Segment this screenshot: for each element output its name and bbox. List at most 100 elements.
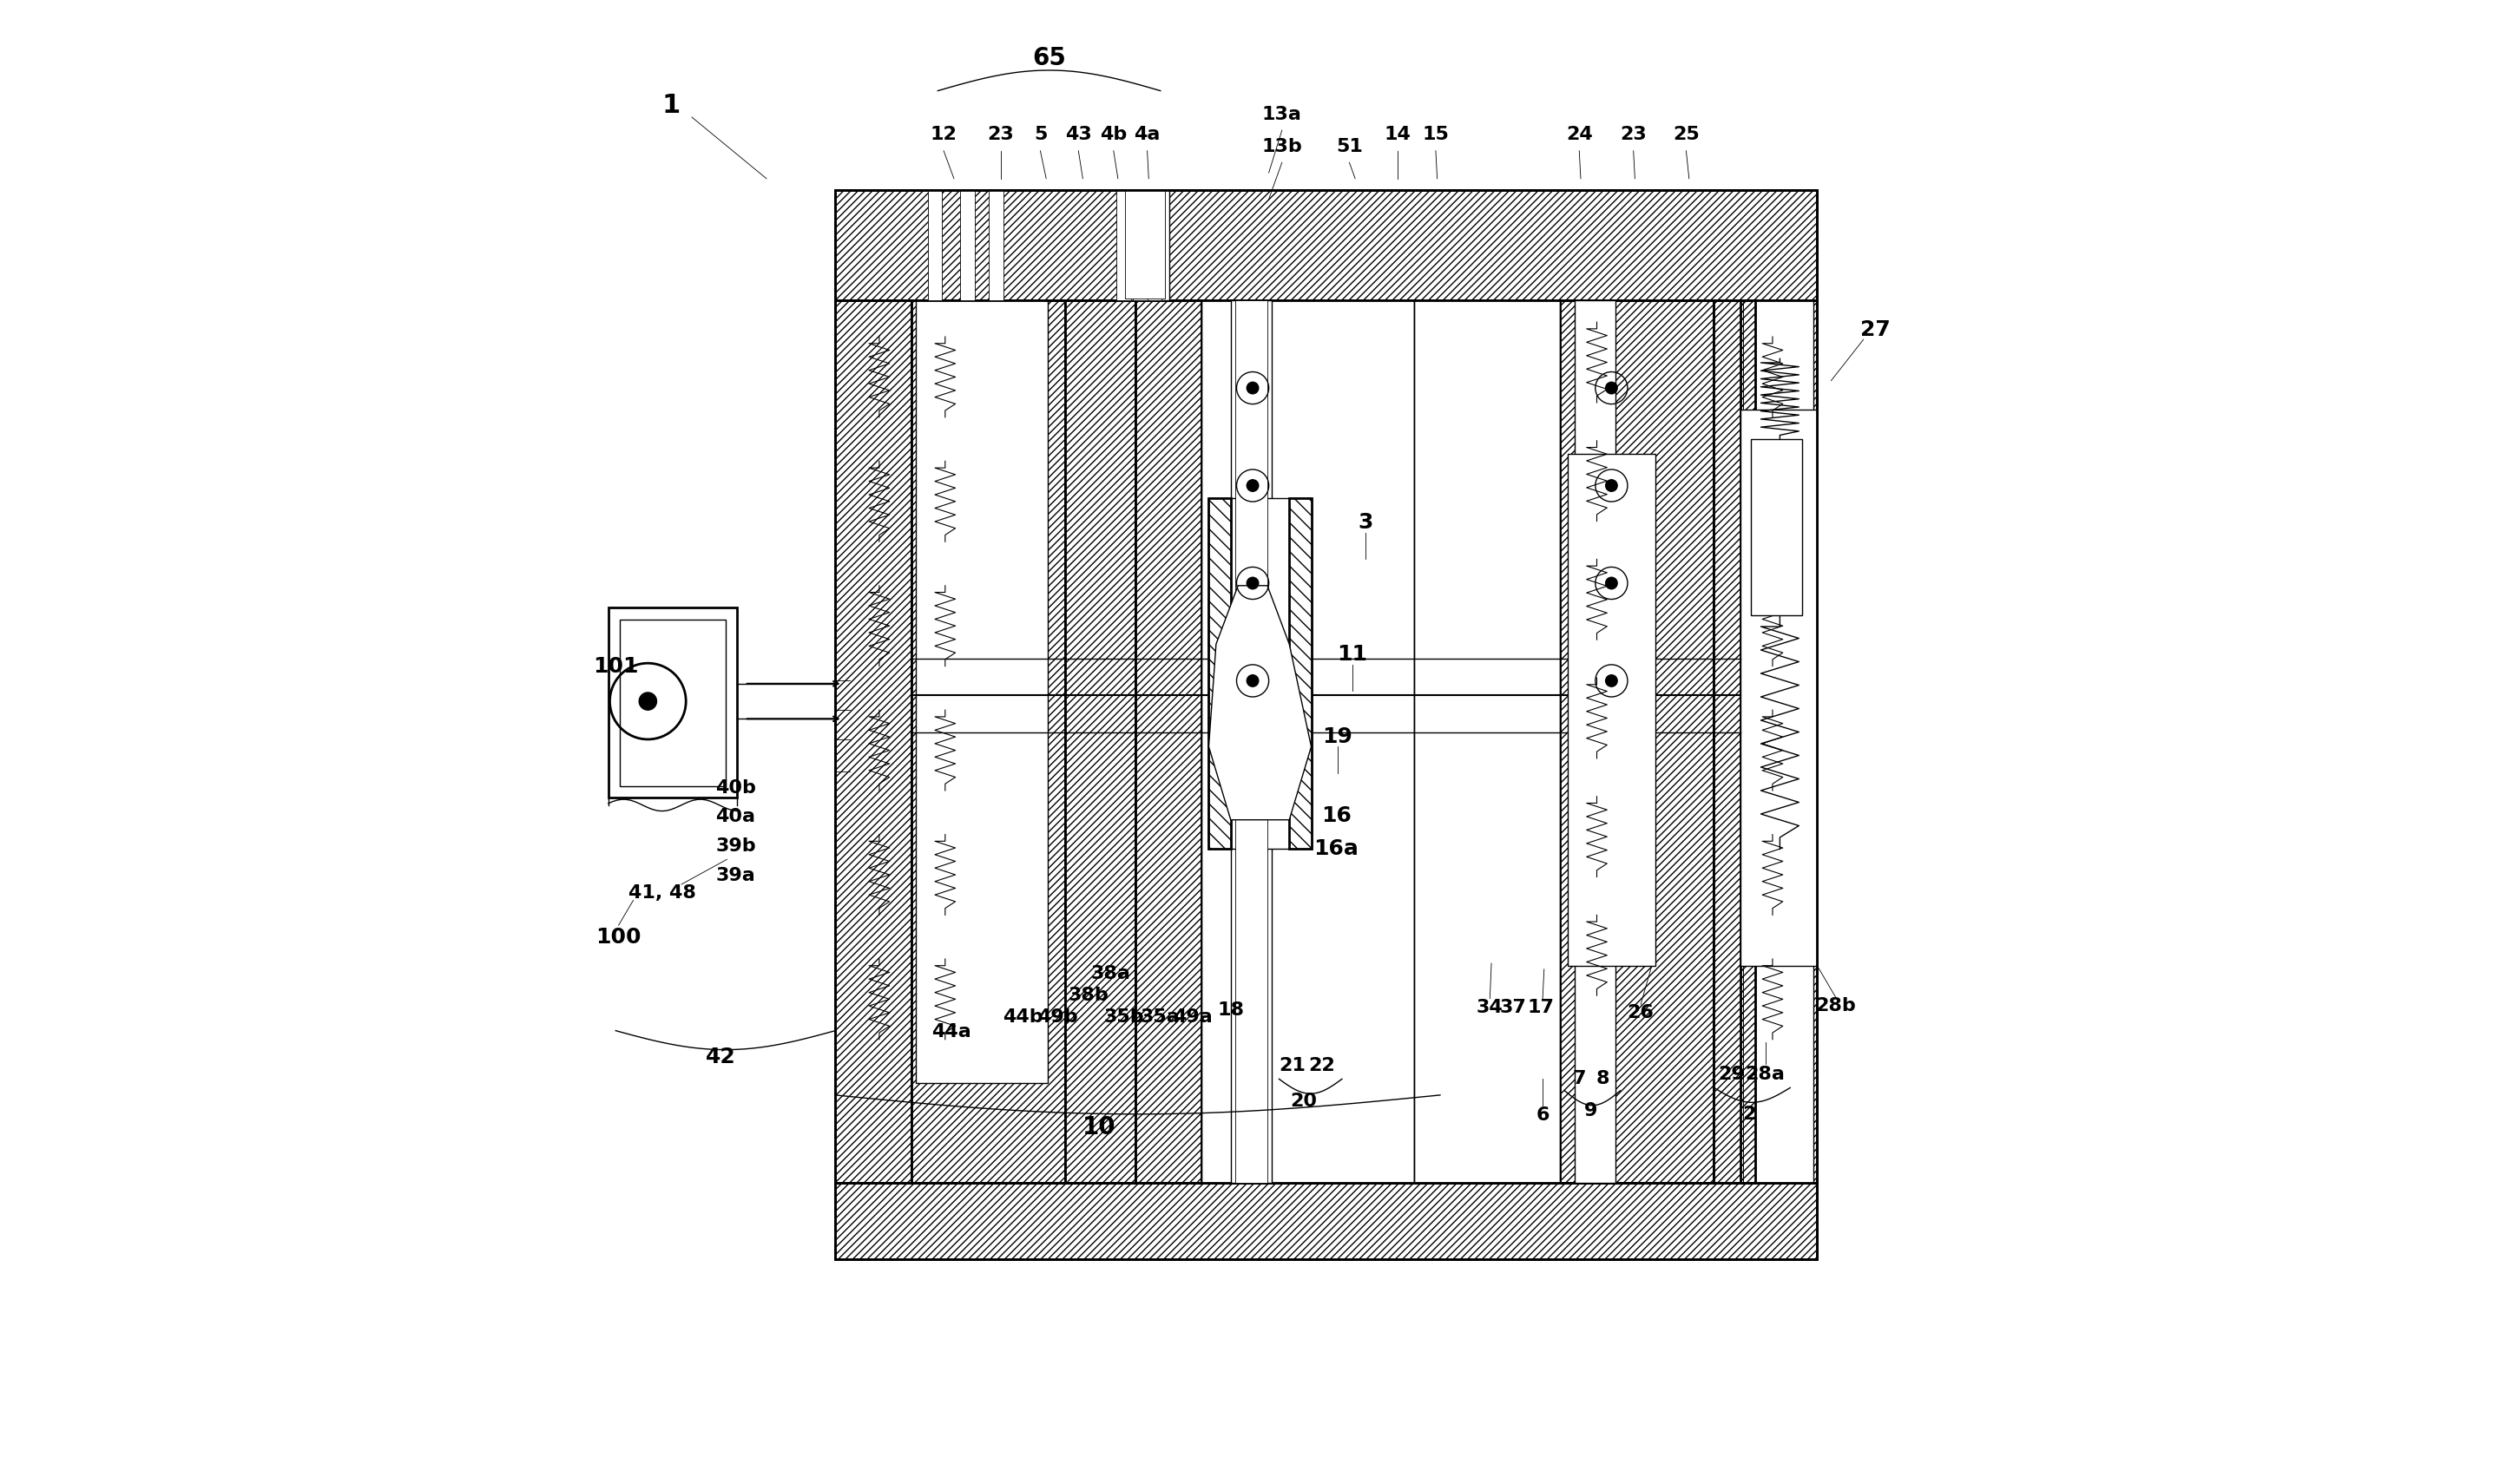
Bar — [988, 190, 1003, 300]
Bar — [1741, 410, 1817, 966]
Bar — [1744, 300, 1754, 1183]
Text: 44a: 44a — [932, 1023, 970, 1041]
Bar — [1131, 190, 1147, 300]
Text: 23: 23 — [988, 126, 1013, 143]
Bar — [1210, 498, 1230, 849]
Text: 19: 19 — [1323, 726, 1353, 747]
Text: 21: 21 — [1278, 1057, 1305, 1075]
Text: 65: 65 — [1033, 47, 1066, 70]
Circle shape — [1247, 577, 1257, 589]
Text: 35a: 35a — [1142, 1009, 1179, 1026]
Text: 3: 3 — [1358, 512, 1373, 533]
Bar — [1116, 190, 1131, 300]
Text: 41, 48: 41, 48 — [627, 884, 696, 902]
Bar — [915, 300, 1048, 1083]
Bar — [1751, 439, 1802, 615]
Text: 12: 12 — [930, 126, 958, 143]
Bar — [1741, 300, 1817, 1183]
Text: 16: 16 — [1320, 805, 1351, 826]
Bar — [1744, 300, 1754, 1183]
Circle shape — [1605, 382, 1618, 394]
Text: 1: 1 — [663, 92, 680, 119]
Bar — [1714, 300, 1744, 1183]
Bar — [1560, 300, 1714, 1183]
Bar — [1147, 190, 1162, 300]
Bar — [1137, 300, 1202, 1183]
Text: 14: 14 — [1383, 126, 1411, 143]
Text: 44b: 44b — [1003, 1009, 1043, 1026]
Bar — [1290, 498, 1310, 849]
Text: 40b: 40b — [716, 779, 756, 796]
Text: 22: 22 — [1308, 1057, 1336, 1075]
Bar — [960, 190, 975, 300]
Text: 25: 25 — [1673, 126, 1698, 143]
Circle shape — [1247, 675, 1257, 687]
Bar — [1567, 454, 1656, 966]
Circle shape — [640, 692, 658, 710]
Bar — [1121, 190, 1169, 300]
Text: 10: 10 — [1081, 1116, 1116, 1139]
Bar — [1230, 300, 1273, 1183]
Text: 24: 24 — [1565, 126, 1593, 143]
Circle shape — [1605, 577, 1618, 589]
Bar — [927, 190, 942, 300]
Text: 38b: 38b — [1068, 987, 1109, 1004]
Text: 6: 6 — [1535, 1107, 1550, 1124]
Bar — [834, 190, 1817, 300]
Bar — [1575, 300, 1615, 1183]
Bar — [1126, 190, 1164, 299]
Bar — [834, 300, 912, 1183]
Text: 11: 11 — [1338, 644, 1368, 665]
Bar — [1137, 300, 1202, 1183]
Bar — [620, 619, 726, 786]
Bar — [1714, 300, 1754, 1183]
Bar — [1210, 498, 1230, 849]
Text: 28a: 28a — [1746, 1066, 1784, 1083]
Text: 20: 20 — [1290, 1092, 1318, 1110]
Bar — [1714, 300, 1814, 1183]
Text: 49b: 49b — [1038, 1009, 1079, 1026]
Circle shape — [1247, 480, 1257, 492]
Bar — [834, 1183, 1817, 1259]
Text: 13a: 13a — [1263, 105, 1303, 123]
Text: 15: 15 — [1421, 126, 1449, 143]
Bar — [1202, 300, 1414, 1183]
Text: 37: 37 — [1499, 998, 1527, 1016]
Text: 9: 9 — [1585, 1102, 1598, 1120]
Bar — [1741, 300, 1817, 1183]
Text: 16a: 16a — [1313, 839, 1358, 859]
Bar — [912, 300, 1066, 1183]
Bar — [1414, 300, 1560, 1183]
Text: 18: 18 — [1217, 1001, 1245, 1019]
Text: 2: 2 — [1741, 1105, 1756, 1123]
Polygon shape — [1210, 586, 1310, 820]
Text: 4b: 4b — [1101, 126, 1126, 143]
Circle shape — [1605, 675, 1618, 687]
Bar — [1290, 498, 1310, 849]
Text: 27: 27 — [1860, 319, 1890, 340]
Bar — [1066, 300, 1137, 1183]
Bar — [1066, 300, 1137, 1183]
Bar — [912, 300, 1066, 1183]
Text: 23: 23 — [1620, 126, 1646, 143]
Text: 101: 101 — [592, 656, 638, 676]
Bar — [1235, 300, 1268, 1183]
Bar — [607, 608, 738, 798]
Bar — [1560, 300, 1714, 1183]
Text: 35b: 35b — [1104, 1009, 1144, 1026]
Text: 100: 100 — [595, 927, 643, 947]
Text: 42: 42 — [706, 1047, 736, 1067]
Bar — [1210, 498, 1310, 849]
Text: 39b: 39b — [716, 837, 756, 855]
Bar — [1714, 300, 1754, 1183]
Circle shape — [1247, 382, 1257, 394]
Text: 7: 7 — [1572, 1070, 1585, 1088]
Text: 40a: 40a — [716, 808, 756, 826]
Text: 8: 8 — [1595, 1070, 1610, 1088]
Text: 13b: 13b — [1263, 138, 1303, 155]
Text: 34: 34 — [1477, 998, 1504, 1016]
Text: 17: 17 — [1527, 998, 1555, 1016]
Text: 29: 29 — [1719, 1066, 1744, 1083]
Bar — [1741, 300, 1754, 1183]
Text: 43: 43 — [1066, 126, 1091, 143]
